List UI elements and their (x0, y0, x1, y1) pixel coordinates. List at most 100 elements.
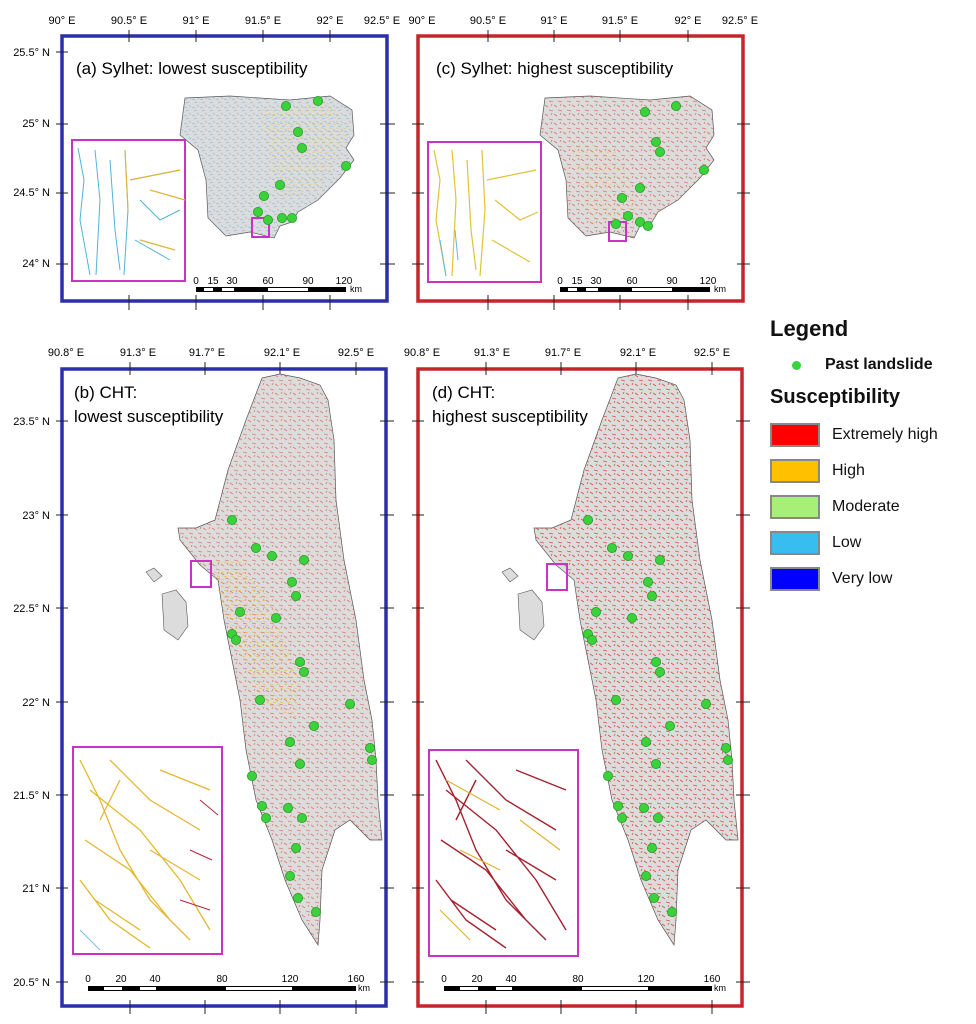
landslide-point (671, 101, 682, 112)
lon-tick-label: 91.5° E (602, 15, 638, 27)
lon-tick-label: 92.5° E (338, 347, 374, 359)
landslide-point (655, 555, 666, 566)
panel-d-scalebar: 0 20 40 80 120 160 km (441, 974, 726, 993)
landslide-point (276, 212, 287, 223)
panel-d-title-line1: (d) CHT: (432, 383, 495, 402)
scale-label: 20 (115, 974, 127, 985)
lon-tick-label: 92.5° E (364, 15, 400, 27)
lon-tick-label: 91.5° E (245, 15, 281, 27)
lon-tick-label: 92.1° E (264, 347, 300, 359)
landslide-point (252, 206, 263, 217)
landslide-point (613, 801, 624, 812)
lat-tick-label: 22° N (22, 697, 50, 709)
landslide-point-icon (792, 360, 801, 370)
landslide-point (643, 220, 654, 231)
lat-tick-label: 24° N (22, 258, 50, 270)
panel-d-zoom-box (546, 563, 568, 591)
panel-c-frame (416, 34, 745, 303)
landslide-point (641, 737, 652, 748)
scale-label: 0 (557, 276, 563, 287)
landslide-point (655, 146, 666, 157)
scale-label: 30 (226, 276, 238, 287)
landslide-point (308, 721, 319, 732)
landslide-point (294, 759, 305, 770)
lat-tick-label: 23.5° N (13, 416, 50, 428)
class-swatch (770, 567, 820, 591)
island (501, 567, 519, 583)
landslide-point (651, 136, 662, 147)
panel-b-inset (72, 746, 223, 955)
landslide-point (639, 803, 650, 814)
class-moderate: Moderate (770, 489, 970, 525)
panel-a-title: (a) Sylhet: lowest susceptibility (76, 59, 308, 78)
landslide-point (641, 871, 652, 882)
landslide-point (280, 101, 291, 112)
lon-tick-label: 92° E (316, 15, 343, 27)
landslide-point (246, 771, 257, 782)
scale-label: 120 (638, 974, 655, 985)
landslide-point (607, 543, 618, 554)
landslide-point (310, 907, 321, 918)
landslide-point (364, 743, 375, 754)
panel-d-title-line2: highest susceptibility (432, 407, 588, 426)
scale-label: 30 (590, 276, 602, 287)
panel-b-scalebar: 0 20 40 80 120 160 km (85, 974, 370, 993)
landslide-point (647, 843, 658, 854)
class-high: High (770, 453, 970, 489)
class-very-low: Very low (770, 561, 970, 597)
landslide-point (284, 871, 295, 882)
landslide-point (617, 813, 628, 824)
class-label: Extremely high (832, 426, 938, 443)
panel-c-inset (427, 141, 542, 283)
panel-b-landslides (226, 515, 377, 918)
landslide-point (635, 216, 646, 227)
landslide-point (286, 577, 297, 588)
landslide-point (286, 212, 297, 223)
scale-label: 40 (149, 974, 161, 985)
landslide-point (617, 192, 628, 203)
scale-label: 15 (207, 276, 219, 287)
landslide-point (260, 813, 271, 824)
panel-a-landslides (252, 96, 351, 225)
landslide-point (266, 551, 277, 562)
scale-label: 80 (216, 974, 228, 985)
landslide-point (623, 210, 634, 221)
scale-label: 0 (441, 974, 447, 985)
class-swatch (770, 531, 820, 555)
landslide-point (270, 613, 281, 624)
susceptibility-classes: Extremely high High Moderate Low Very lo… (770, 417, 970, 597)
landslide-point (653, 813, 664, 824)
lat-tick-label: 21° N (22, 883, 50, 895)
landslide-point (230, 635, 241, 646)
landslide-point (298, 667, 309, 678)
panel-a-zoom-box (251, 217, 270, 238)
class-label: Moderate (832, 498, 900, 515)
island (517, 589, 545, 641)
landslide-point (282, 803, 293, 814)
class-label: Low (832, 534, 862, 551)
landslide-point (256, 801, 267, 812)
lon-tick-label: 90° E (408, 15, 435, 27)
landslide-point (583, 515, 594, 526)
lon-tick-label: 90.8° E (404, 347, 440, 359)
scale-label: 120 (336, 276, 353, 287)
landslide-point (294, 657, 305, 668)
landslide-point (721, 743, 732, 754)
landslide-point (635, 182, 646, 193)
scale-label: 0 (85, 974, 91, 985)
island (145, 567, 163, 583)
scale-label: 120 (282, 974, 299, 985)
susceptibility-title: Susceptibility (770, 386, 901, 408)
scale-label: 40 (505, 974, 517, 985)
landslide-point (262, 214, 273, 225)
scale-label: 0 (193, 276, 199, 287)
lat-tick-label: 21.5° N (13, 790, 50, 802)
lon-tick-label: 90.5° E (470, 15, 506, 27)
landslide-point (699, 164, 710, 175)
landslide-point (640, 107, 651, 118)
panel-d-landslides (583, 515, 734, 918)
lat-tick-label: 20.5° N (13, 977, 50, 989)
class-swatch (770, 459, 820, 483)
class-label: High (832, 462, 865, 479)
scale-label: 160 (704, 974, 721, 985)
